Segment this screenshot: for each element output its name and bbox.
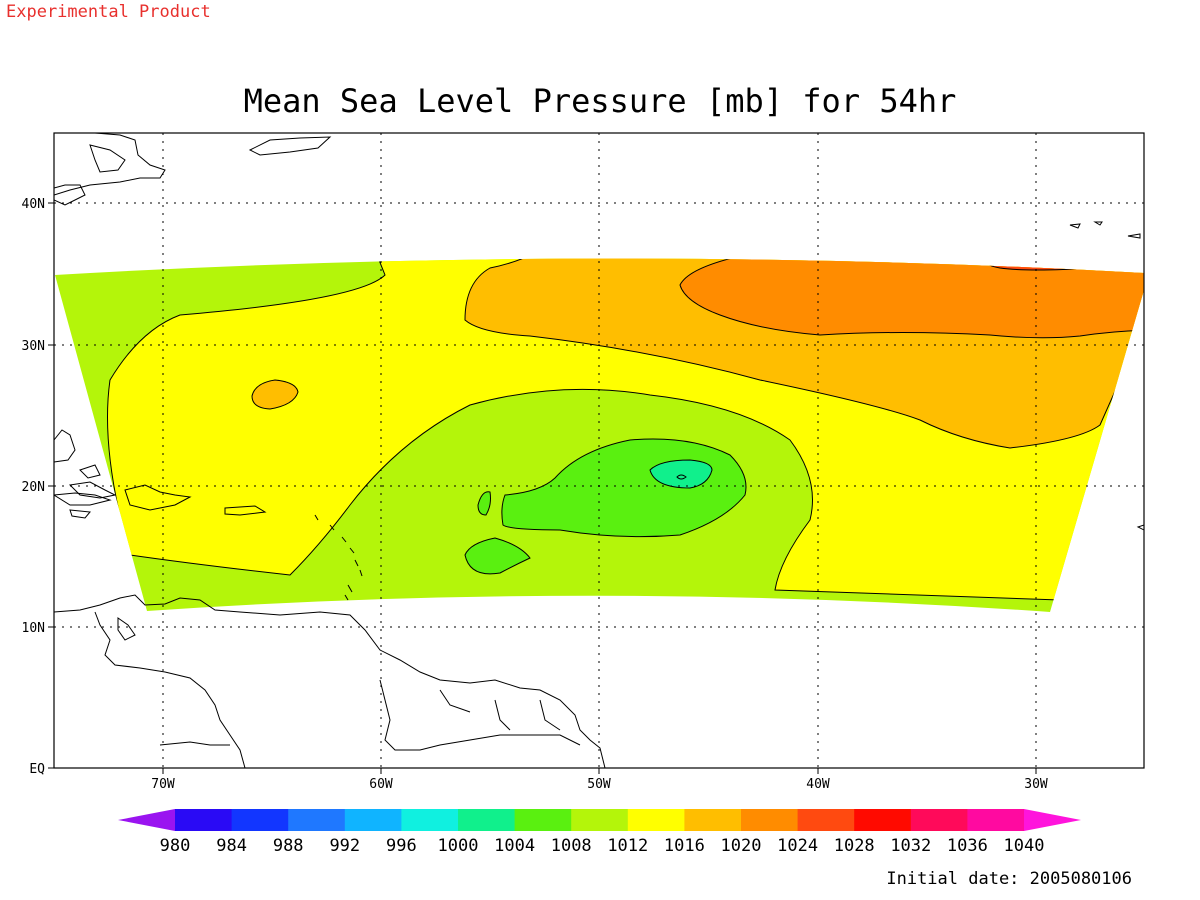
colorbar-swatch	[627, 809, 685, 831]
colorbar-level-label: 1036	[947, 836, 988, 856]
colorbar-swatch	[401, 809, 459, 831]
colorbar: 980 984 988 992 996 1000 1004 1008 1012 1016 1020 1…	[118, 809, 1081, 856]
colorbar-level-label: 1016	[664, 836, 705, 856]
lat-label-eq: EQ	[29, 762, 45, 777]
colorbar-level-label: 1040	[1004, 836, 1045, 856]
colorbar-level-label: 980	[160, 836, 191, 856]
colorbar-swatch	[231, 809, 289, 831]
colorbar-swatch	[175, 809, 233, 831]
colorbar-level-label: 1008	[551, 836, 592, 856]
map-title: Mean Sea Level Pressure [mb] for 54hr	[243, 82, 957, 120]
initial-date-label: Initial date: 2005080106	[886, 869, 1132, 889]
colorbar-swatch	[458, 809, 516, 831]
colorbar-swatch	[854, 809, 912, 831]
lat-label-30n: 30N	[22, 339, 45, 354]
colorbar-swatch	[741, 809, 799, 831]
experimental-product-label: Experimental Product	[6, 2, 211, 22]
colorbar-swatch	[571, 809, 629, 831]
colorbar-level-label: 1004	[494, 836, 535, 856]
colorbar-swatch	[967, 809, 1025, 831]
colorbar-level-label: 1020	[721, 836, 762, 856]
colorbar-level-label: 1024	[777, 836, 818, 856]
colorbar-swatch	[288, 809, 346, 831]
colorbar-level-label: 988	[273, 836, 304, 856]
contour-1000-1004	[649, 459, 713, 489]
colorbar-swatch	[910, 809, 968, 831]
colorbar-swatch	[797, 809, 855, 831]
colorbar-level-label: 984	[216, 836, 247, 856]
colorbar-swatch	[684, 809, 742, 831]
lon-label-50w: 50W	[587, 777, 611, 792]
lat-label-20n: 20N	[22, 480, 45, 495]
contour-1004-island-a	[464, 537, 531, 575]
colorbar-swatch	[514, 809, 572, 831]
colorbar-level-label: 1012	[607, 836, 648, 856]
colorbar-level-label: 1000	[438, 836, 479, 856]
lon-label-60w: 60W	[369, 777, 393, 792]
contour-1000-center	[676, 474, 687, 480]
contour-1004-island-b	[477, 491, 491, 516]
lon-label-70w: 70W	[151, 777, 175, 792]
lon-label-30w: 30W	[1024, 777, 1048, 792]
lat-label-40n: 40N	[22, 197, 45, 212]
contour-1016-blob	[251, 379, 299, 410]
contour-1020-1024	[679, 258, 1144, 339]
colorbar-level-label: 996	[386, 836, 417, 856]
colorbar-arrow-high	[1024, 809, 1081, 831]
colorbar-level-label: 1032	[890, 836, 931, 856]
colorbar-level-label: 1028	[834, 836, 875, 856]
lat-label-10n: 10N	[22, 621, 45, 636]
colorbar-swatch	[344, 809, 402, 831]
pressure-field	[55, 258, 1144, 612]
gridlines	[54, 133, 1144, 768]
colorbar-level-label: 992	[329, 836, 360, 856]
lon-label-40w: 40W	[806, 777, 830, 792]
colorbar-arrow-low	[118, 809, 175, 831]
